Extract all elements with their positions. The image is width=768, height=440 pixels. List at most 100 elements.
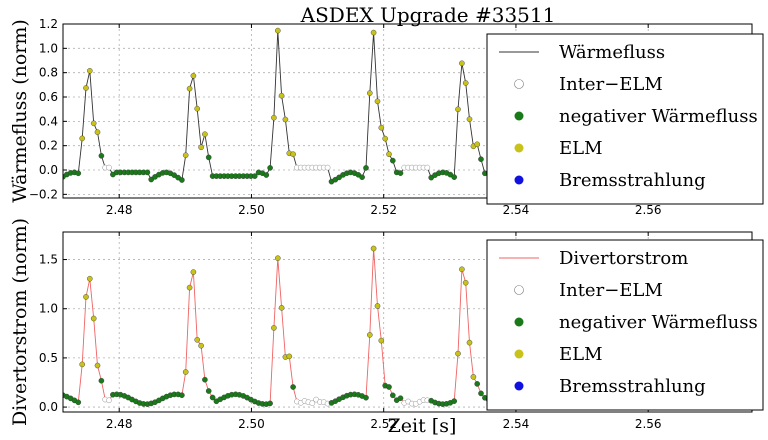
legend-label: ELM: [559, 138, 603, 159]
data-point: [370, 29, 377, 36]
data-point: [251, 173, 258, 179]
data-point: [378, 337, 385, 344]
x-tick-label: 2.50: [238, 417, 265, 431]
legend-marker-swatch: [514, 111, 524, 121]
data-point: [278, 304, 285, 311]
data-point: [462, 279, 469, 286]
legend-marker-swatch: [514, 317, 524, 327]
legend-marker-swatch: [514, 79, 524, 89]
legend-label: Bremsstrahlung: [559, 376, 706, 397]
data-point: [397, 170, 404, 176]
data-point: [374, 98, 381, 105]
legend-label: Bremsstrahlung: [559, 170, 706, 191]
chart-title: ASDEX Upgrade #33511: [300, 3, 556, 27]
y-tick-label: 0.2: [39, 139, 58, 153]
data-point: [274, 255, 281, 262]
data-point: [309, 400, 316, 407]
data-point: [98, 152, 105, 159]
data-point: [267, 165, 273, 171]
legend-label: negativer Wärmefluss: [559, 106, 758, 127]
y-tick-label: 1.2: [39, 17, 58, 31]
data-point: [87, 68, 93, 74]
legend-marker-swatch: [514, 143, 524, 153]
data-point: [290, 384, 296, 390]
data-point: [359, 174, 365, 180]
data-point: [278, 92, 285, 99]
data-point: [98, 377, 105, 384]
data-point: [451, 174, 458, 180]
x-tick-label: 2.54: [503, 203, 530, 217]
data-point: [79, 361, 85, 368]
data-point: [83, 85, 89, 91]
data-point: [386, 151, 392, 157]
data-point: [324, 164, 331, 171]
legend-label: Inter−ELM: [559, 280, 663, 301]
x-tick-label: 2.56: [635, 417, 662, 431]
data-point: [182, 369, 189, 375]
legend-label: ELM: [559, 344, 603, 365]
data-point: [478, 390, 484, 397]
data-point: [205, 388, 212, 394]
y-tick-label: 0.0: [39, 400, 58, 414]
x-axis-label: Zeit [s]: [388, 415, 457, 437]
legend-marker-swatch: [514, 349, 524, 359]
data-point: [209, 394, 216, 401]
data-point: [363, 165, 369, 171]
x-tick-label: 2.48: [106, 417, 133, 431]
data-point: [194, 105, 200, 112]
y-tick-label: −0.2: [29, 187, 58, 201]
legend-label: Divertorstrom: [559, 248, 688, 269]
data-point: [424, 164, 431, 171]
data-point: [90, 315, 97, 322]
data-point: [397, 395, 404, 402]
data-point: [366, 332, 373, 338]
y-tick-label: 1.5: [39, 253, 58, 267]
data-point: [148, 176, 154, 183]
data-point: [106, 397, 112, 404]
y-tick-label: 1.0: [39, 302, 58, 316]
data-point: [459, 266, 465, 273]
data-point: [271, 114, 277, 121]
data-point: [263, 172, 270, 178]
data-point: [474, 141, 481, 148]
legend-marker-swatch: [514, 285, 524, 295]
data-point: [447, 171, 454, 178]
legend-label: Wärmefluss: [559, 42, 665, 63]
heatflux-panel: 2.48 2.50 2.52 2.54 2.56 −0.2 0.0 0.2 0.4 0.6 0.8 1…: [9, 17, 764, 217]
data-point: [366, 90, 373, 96]
legend-label: negativer Wärmefluss: [559, 312, 758, 333]
x-tick-label: 2.48: [106, 203, 133, 217]
data-point: [382, 135, 389, 142]
data-point: [363, 394, 369, 401]
data-point: [190, 73, 197, 79]
legend-marker-swatch: [514, 175, 524, 185]
data-point: [75, 170, 82, 177]
data-point: [286, 353, 293, 360]
data-point: [478, 156, 484, 162]
data-point: [378, 124, 385, 131]
data-point: [466, 339, 473, 346]
x-tick-label: 2.50: [238, 203, 265, 217]
y-tick-label: 0.8: [39, 66, 58, 80]
data-point: [106, 164, 112, 171]
data-point: [190, 269, 197, 275]
legend-box: [486, 239, 764, 411]
data-point: [267, 400, 273, 407]
data-point: [179, 177, 185, 183]
data-point: [459, 60, 465, 67]
legend-box: [486, 33, 764, 205]
data-point: [462, 80, 469, 86]
x-tick-label: 2.54: [503, 417, 530, 431]
data-point: [179, 392, 185, 399]
data-point: [370, 245, 377, 252]
divertor-current-panel: 2.48 2.50 2.52 2.54 2.56 0.0 0.5 1.0 1.5 Divertor…: [9, 218, 764, 431]
data-point: [274, 27, 281, 34]
data-point: [182, 152, 189, 158]
data-point: [87, 275, 93, 282]
data-point: [455, 106, 461, 113]
y-tick-label: 0.4: [39, 114, 58, 128]
data-point: [474, 381, 481, 387]
data-point: [386, 384, 392, 390]
data-point: [79, 135, 85, 142]
